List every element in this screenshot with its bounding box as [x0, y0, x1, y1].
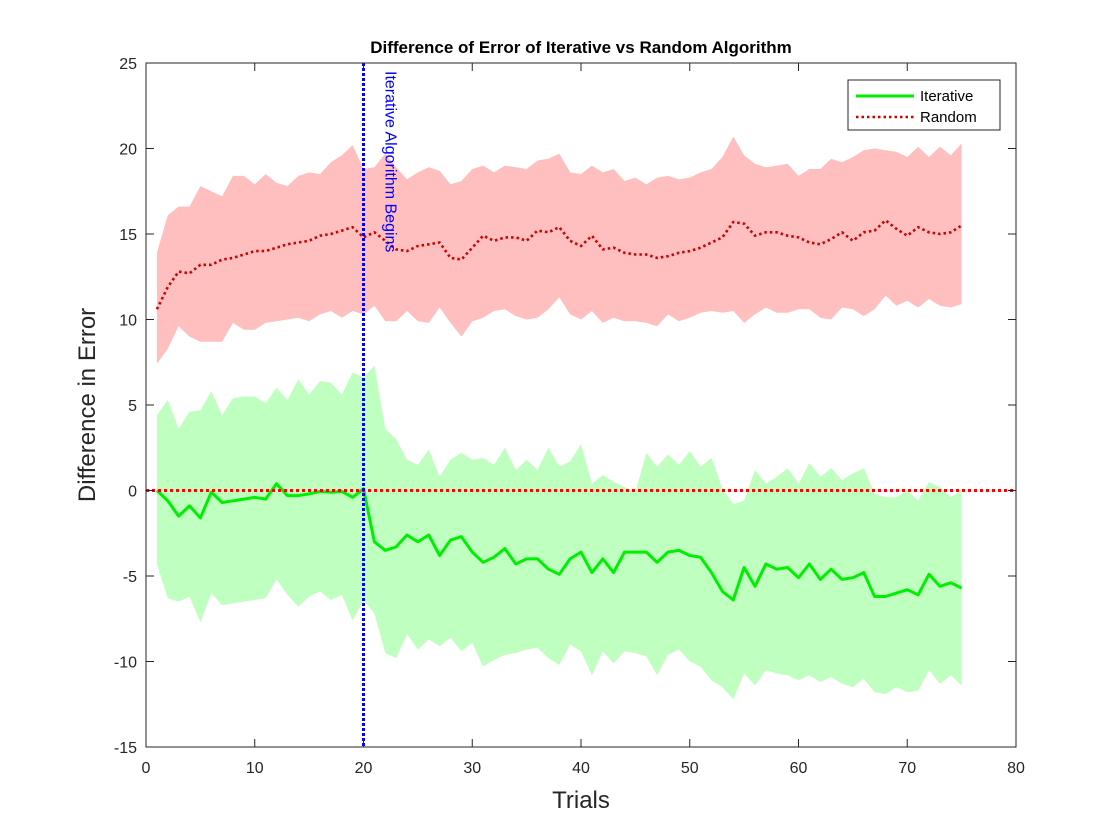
- y-tick-label: 25: [119, 56, 137, 73]
- legend-label-iterative: Iterative: [920, 88, 973, 105]
- chart-title: Difference of Error of Iterative vs Rand…: [370, 38, 792, 57]
- x-tick-label: 30: [463, 760, 481, 777]
- y-tick-label: 20: [119, 142, 137, 159]
- y-tick-label: 0: [128, 484, 137, 501]
- y-tick-label: 10: [119, 313, 137, 330]
- series-line-iterative: [155, 482, 963, 602]
- x-tick-label: 50: [681, 760, 699, 777]
- band-random: [156, 136, 962, 364]
- axes: 0 10 20 30 40 50 60 70 80 -15 -10 -5 0 5 10 15 20 25: [114, 56, 1025, 777]
- y-tick-label: 15: [119, 227, 137, 244]
- x-axis-label: Trials: [552, 787, 610, 814]
- legend-label-random: Random: [920, 109, 977, 126]
- y-tick-label: -5: [123, 569, 137, 586]
- x-tick-label: 80: [1007, 760, 1025, 777]
- x-tick-label: 70: [898, 760, 916, 777]
- x-tick-label: 20: [355, 760, 373, 777]
- y-tick-label: -10: [114, 655, 137, 672]
- x-tick-label: 60: [790, 760, 808, 777]
- confidence-bands: [156, 136, 962, 700]
- series-lines: [155, 219, 963, 602]
- legend-box: [847, 79, 1001, 131]
- legend: Iterative Random: [847, 79, 1001, 131]
- y-tick-label: -15: [114, 740, 137, 757]
- x-tick-label: 40: [572, 760, 590, 777]
- iterative-start-annotation: Iterative Algorithm Begins: [382, 71, 399, 252]
- x-tick-label: 10: [246, 760, 264, 777]
- y-tick-label: 5: [128, 398, 137, 415]
- band-iterative: [156, 365, 962, 700]
- y-axis-label: Difference in Error: [74, 308, 101, 502]
- x-tick-label: 0: [142, 760, 151, 777]
